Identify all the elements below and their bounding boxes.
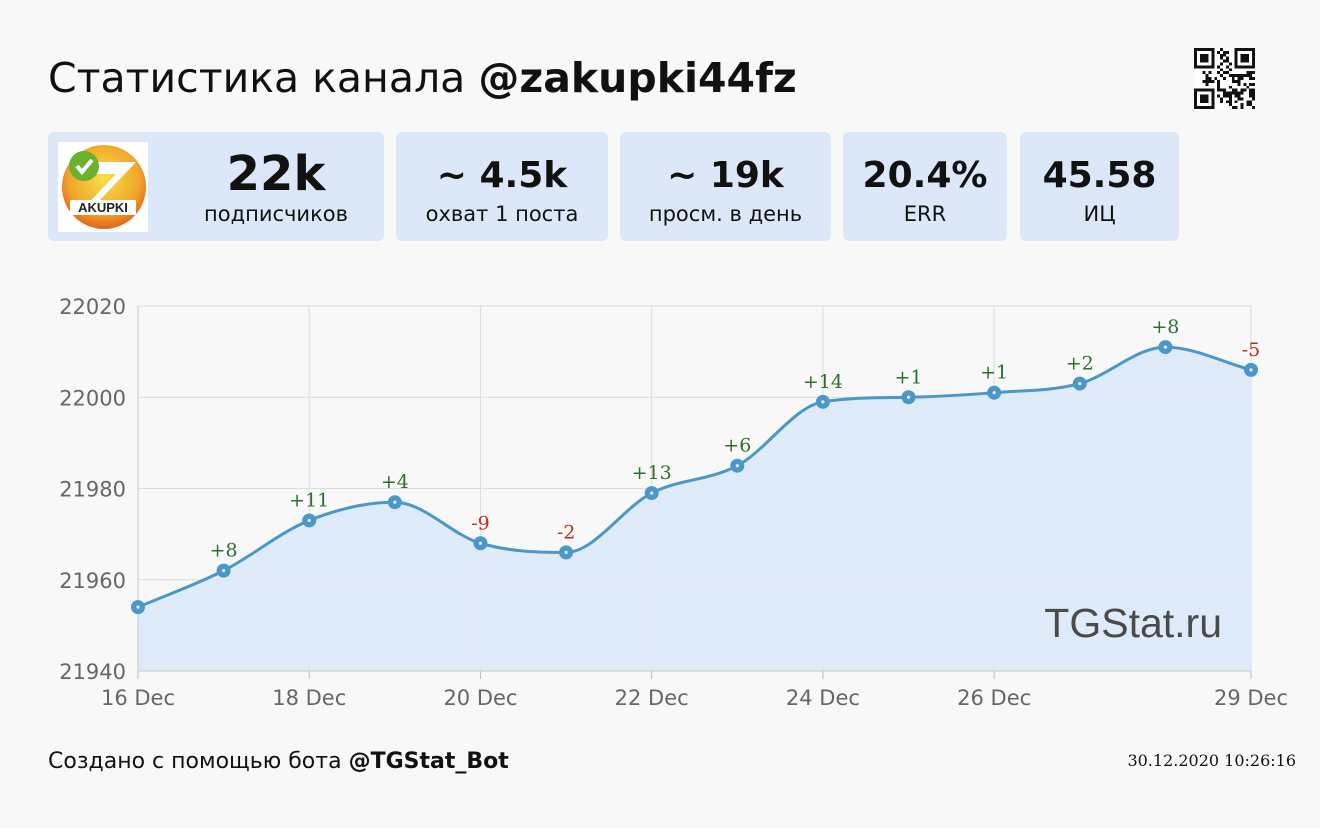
delta-label: +8 — [210, 540, 238, 562]
data-point-center — [735, 464, 739, 468]
footer-timestamp: 30.12.2020 10:26:16 — [1127, 751, 1296, 770]
x-tick-label: 18 Dec — [272, 686, 346, 710]
data-point-center — [906, 395, 911, 399]
y-tick-label: 21940 — [59, 660, 126, 684]
subscribers-chart: 21940 21960 21980 22000 22020 16 Dec 18 Dec 20 … — [59, 295, 1288, 710]
citation-index-label: ИЦ — [1083, 202, 1116, 226]
channel-handle[interactable]: @zakupki44fz — [478, 54, 797, 102]
daily-views-value: ~ 19k — [667, 155, 784, 196]
x-tick-label: 22 Dec — [615, 686, 689, 710]
delta-label: +11 — [289, 489, 329, 511]
delta-label: -5 — [1242, 339, 1261, 361]
x-tick-label: 24 Dec — [786, 686, 860, 710]
x-tick-label: 20 Dec — [443, 686, 517, 710]
data-point-center — [307, 518, 311, 523]
footer-bot-link[interactable]: @TGStat_Bot — [348, 749, 509, 774]
data-point-center — [992, 391, 996, 395]
daily-views-card: ~ 19k просм. в день — [620, 132, 831, 241]
chart-points — [131, 340, 1258, 615]
delta-label: -2 — [557, 521, 576, 543]
x-tick-label: 26 Dec — [957, 686, 1031, 710]
err-card: 20.4% ERR — [843, 132, 1007, 241]
reach-label: охват 1 поста — [425, 202, 579, 226]
logo-text: AKUPKI — [78, 200, 128, 215]
chart-axes: 21940 21960 21980 22000 22020 16 Dec 18 Dec 20 … — [59, 295, 1288, 710]
reach-value: ~ 4.5k — [436, 155, 568, 196]
chart-area — [138, 347, 1251, 671]
data-point-center — [821, 400, 825, 404]
delta-label: +14 — [803, 371, 843, 393]
citation-index-card: 45.58 ИЦ — [1020, 132, 1179, 241]
err-label: ERR — [903, 202, 947, 226]
y-tick-label: 21980 — [59, 478, 126, 502]
footer-created-prefix: Создано с помощью бота — [48, 749, 342, 774]
x-tick-label: 16 Dec — [101, 686, 175, 710]
subscribers-value: 22k — [226, 146, 326, 202]
watermark: TGStat.ru — [1044, 600, 1222, 646]
qr-code-icon — [1194, 48, 1255, 109]
data-point-center — [1078, 381, 1082, 386]
delta-label: +4 — [381, 471, 409, 493]
citation-index-value: 45.58 — [1042, 155, 1157, 196]
reach-card: ~ 4.5k охват 1 поста — [396, 132, 608, 241]
footer-credit: Создано с помощью бота @TGStat_Bot — [48, 748, 509, 776]
subscribers-label: подписчиков — [204, 202, 348, 226]
data-point-center — [1163, 345, 1167, 349]
delta-label: -9 — [471, 512, 490, 534]
daily-views-label: просм. в день — [648, 202, 803, 226]
y-tick-label: 22000 — [59, 386, 126, 410]
chart-labels: +8 +11 +4 -9 -2 +13 +6 +14 +1 +1 +2 +8 -5 — [210, 316, 1261, 562]
x-tick-label: 29 Dec — [1214, 686, 1288, 710]
channel-logo-icon: AKUPKI — [58, 142, 148, 232]
delta-label: +1 — [980, 362, 1008, 384]
title-prefix: Статистика канала — [48, 54, 466, 102]
data-point-center — [650, 491, 654, 495]
data-point-center — [478, 541, 483, 545]
delta-label: +6 — [723, 435, 751, 457]
page-title: Статистика канала @zakupki44fz — [48, 52, 797, 104]
data-point-center — [393, 500, 397, 504]
data-point-center — [222, 569, 226, 573]
delta-label: +2 — [1066, 353, 1094, 375]
y-tick-label: 22020 — [59, 295, 126, 319]
subscribers-card: AKUPKI 22k подписчиков — [48, 132, 384, 241]
data-point-center — [136, 605, 140, 609]
data-point-center — [1249, 368, 1253, 372]
delta-label: +8 — [1151, 316, 1179, 338]
y-tick-label: 21960 — [59, 569, 126, 593]
data-point-center — [564, 550, 568, 554]
delta-label: +1 — [895, 366, 923, 388]
err-value: 20.4% — [862, 155, 988, 196]
delta-label: +13 — [632, 462, 672, 484]
